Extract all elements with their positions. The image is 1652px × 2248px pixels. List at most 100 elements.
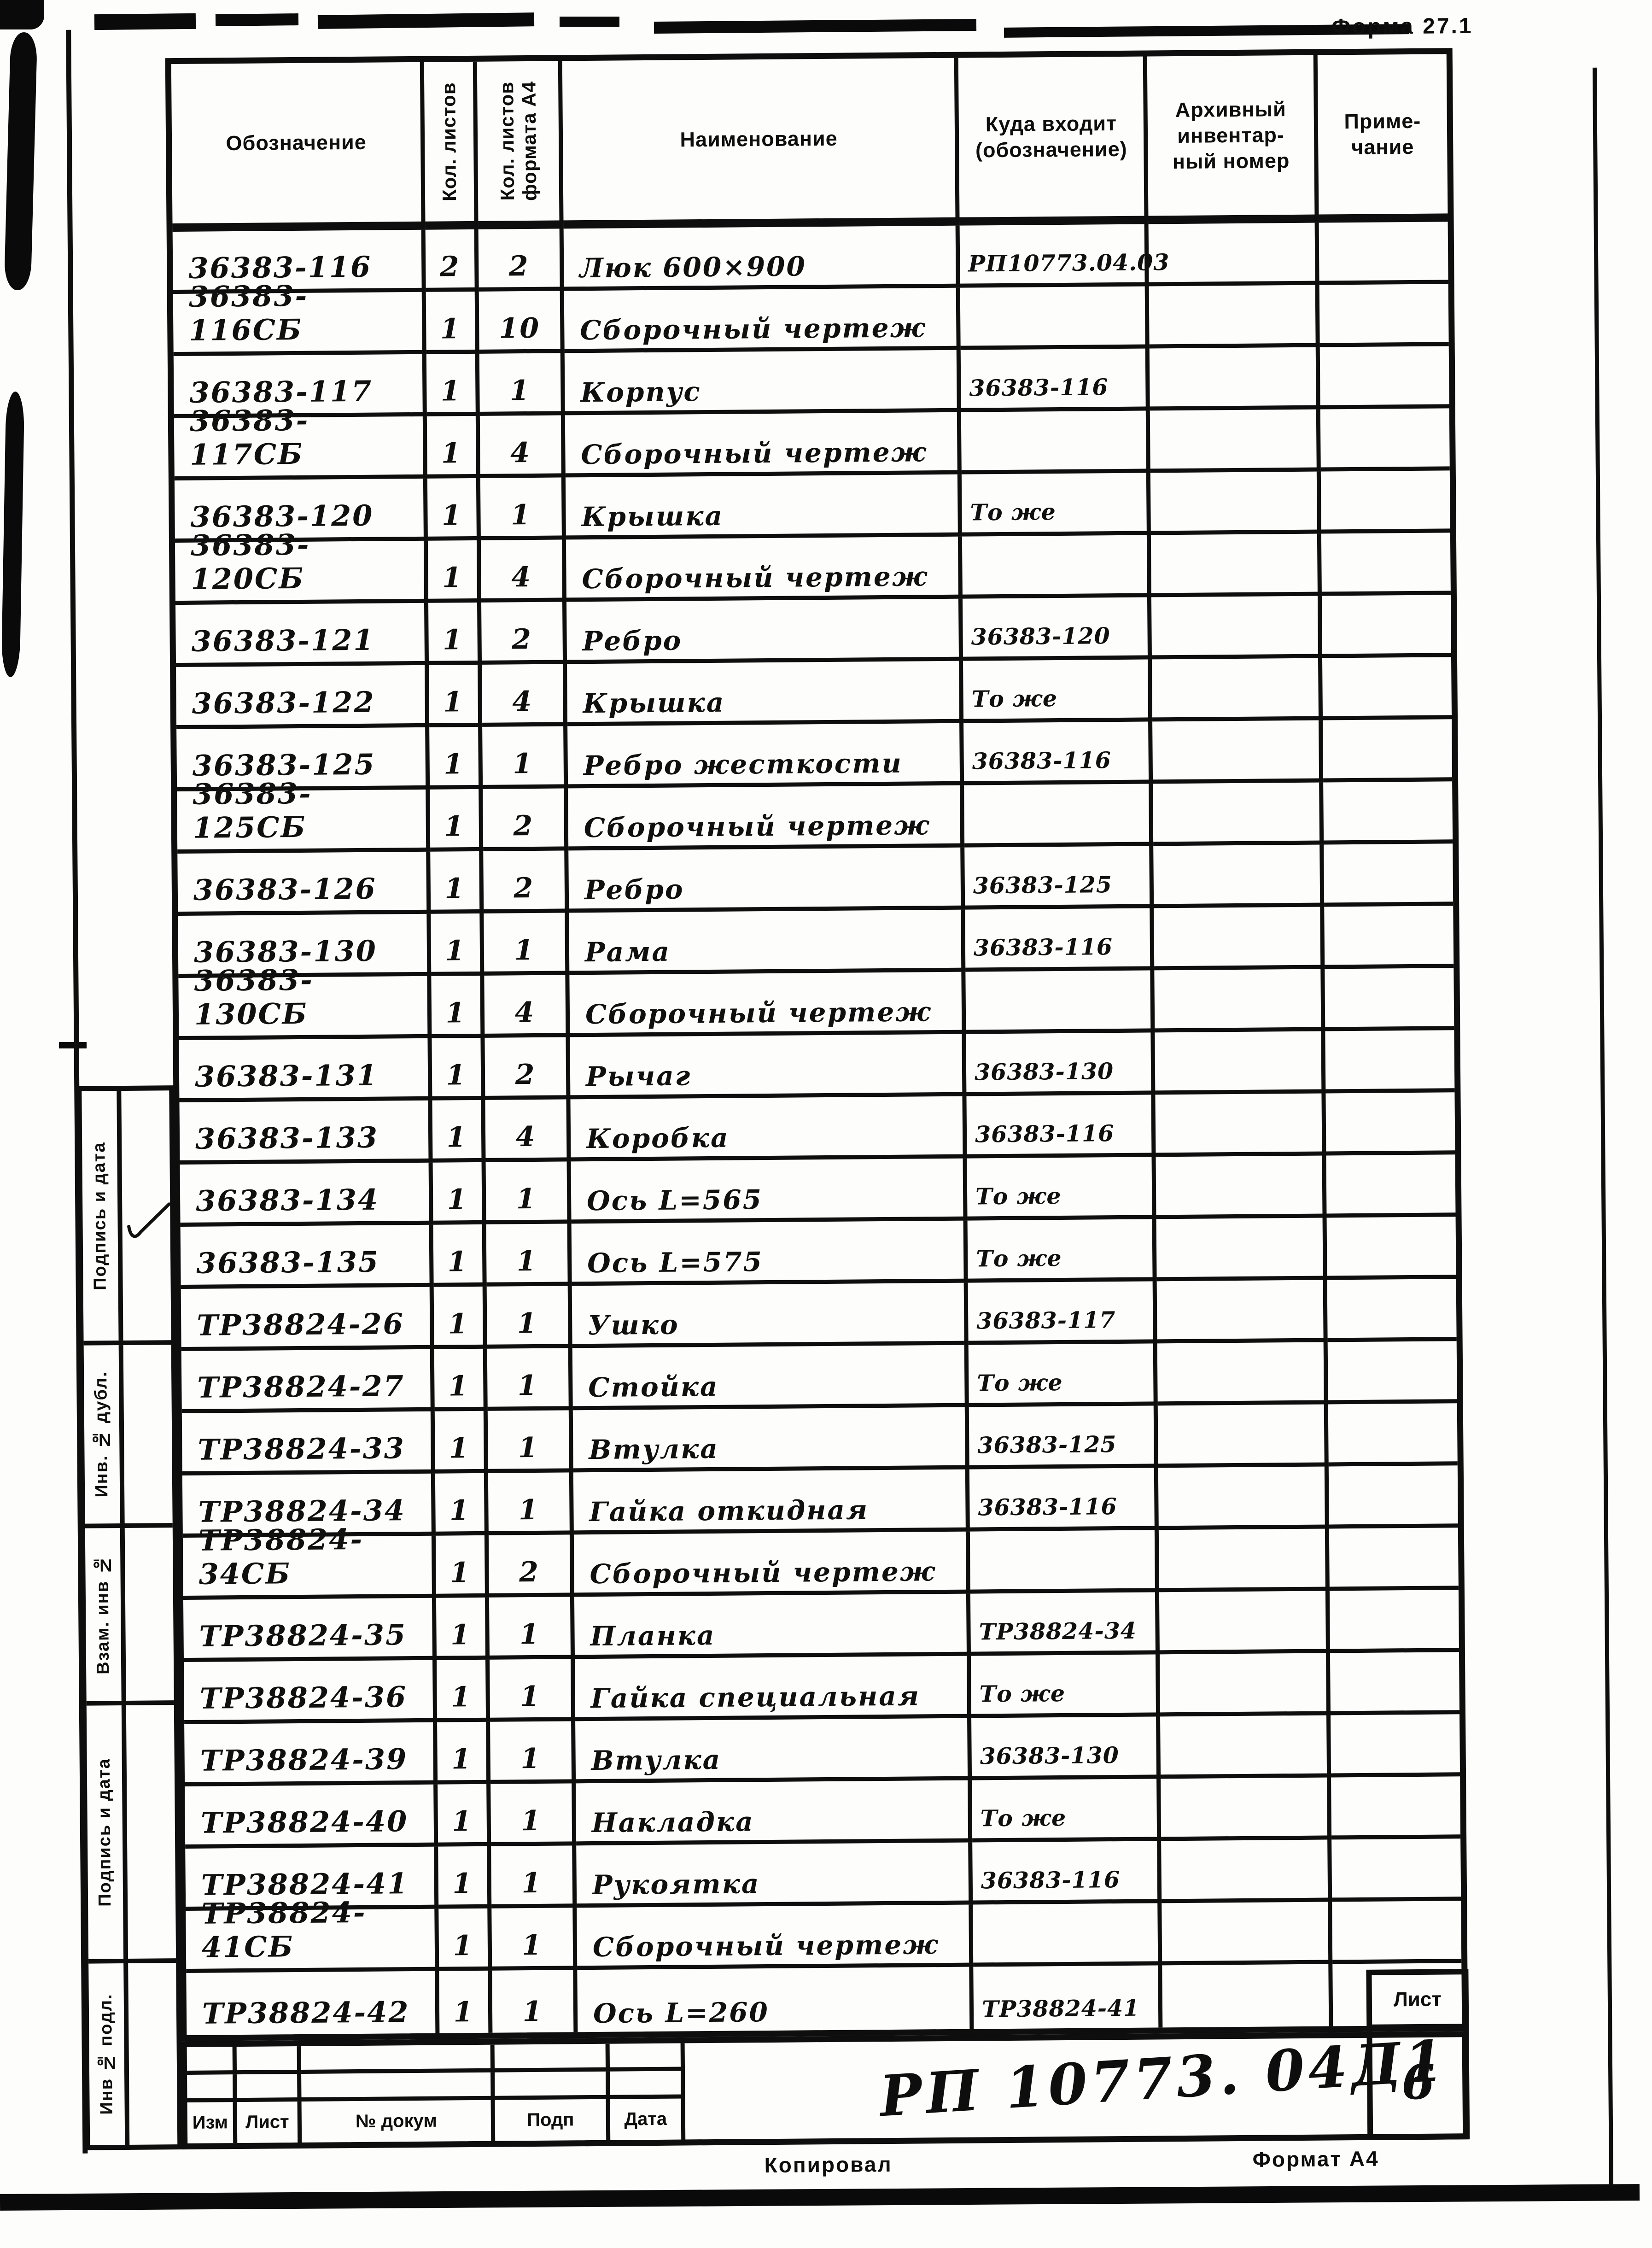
sheet-number-box: Лист 6 [1366, 1969, 1470, 2140]
cell-sheet-count-a4: 2 [481, 602, 567, 665]
cell-name: Сборочный чертеж [566, 536, 963, 602]
cell-name: Ось L=260 [577, 1967, 974, 2032]
cell-sheet-count: 1 [435, 1473, 489, 1536]
label-data: Дата [610, 2098, 686, 2140]
cell-sheet-count-a4: 1 [491, 1845, 577, 1908]
cell-note [1326, 1154, 1456, 1218]
cell-where-used [965, 970, 1155, 1034]
header-where-used: Куда входит (обозначение) [958, 56, 1149, 226]
cell-where-used: 36383-116 [972, 1841, 1162, 1905]
cell-archive-number [1152, 720, 1324, 784]
sidebar-signature-cell [121, 1090, 171, 1341]
cell-name: Гайка специальная [575, 1656, 972, 1721]
gost-left-sidebar: Подпись и дата Инв. № дубл. Взам. инв № [76, 1085, 183, 2150]
sidebar-section-label: Подпись и дата [94, 1758, 115, 1907]
sidebar-section-label-cell: Инв. № дубл. [83, 1345, 125, 1524]
cell-sheet-count-a4: 1 [482, 726, 568, 789]
revision-cell [236, 2046, 302, 2075]
cell-name: Гайка откидная [573, 1469, 970, 1535]
cell-where-used: 36383-125 [969, 1405, 1158, 1469]
cell-sheet-count: 1 [429, 664, 483, 727]
scan-artifact [0, 0, 44, 29]
cell-sheet-count-a4: 4 [484, 975, 570, 1038]
cell-name: Сборочный чертеж [565, 412, 962, 478]
sidebar-section: Взам. инв № [85, 1527, 174, 1706]
revision-cell [187, 2047, 237, 2075]
cell-sheet-count: 1 [435, 1535, 489, 1598]
cell-where-used: То же [967, 1219, 1157, 1283]
cell-name: Втулка [572, 1407, 969, 1473]
cell-archive-number [1153, 782, 1324, 846]
cell-sheet-count: 1 [426, 416, 480, 479]
cell-note [1324, 843, 1454, 907]
cell-note [1325, 1092, 1455, 1156]
cell-designation: ТР38824-41СБ [186, 1896, 439, 1973]
sidebar-section-label: Инв. № дубл. [91, 1371, 112, 1498]
cell-designation: 36383-126 [177, 851, 431, 916]
label-doc-number: № докум [301, 2100, 496, 2143]
cell-name: Рычаг [570, 1034, 967, 1100]
footer-format-label: Формат А4 [1252, 2146, 1379, 2172]
cell-sheet-count: 1 [438, 1846, 492, 1909]
cell-sheet-count: 1 [426, 353, 480, 416]
cell-note [1323, 719, 1453, 783]
cell-archive-number [1156, 1280, 1328, 1344]
sidebar-signature-cell [126, 1705, 176, 1959]
cell-sheet-count: 1 [427, 540, 482, 603]
cell-note [1332, 1901, 1462, 1964]
title-block: Изм Лист № докум Подп Дата РП 10773. 04Д… [181, 2027, 1469, 2150]
cell-where-used [961, 410, 1150, 474]
revision-table: Изм Лист № докум Подп Дата [187, 2043, 686, 2143]
cell-name: Втулка [575, 1718, 972, 1784]
cell-sheet-count-a4: 2 [483, 850, 569, 913]
cell-archive-number [1162, 1902, 1333, 1966]
sheet-label: Лист [1372, 1974, 1464, 2030]
cell-sheet-count: 1 [439, 1970, 493, 2033]
cell-sheet-count: 1 [436, 1597, 490, 1660]
revision-cell [301, 2044, 495, 2074]
cell-sheet-count-a4: 2 [485, 1037, 571, 1100]
cell-sheet-count: 1 [437, 1721, 491, 1785]
cell-name: Ребро [566, 598, 963, 664]
cell-where-used: То же [961, 473, 1151, 537]
cell-where-used: ТР38824-41 [973, 1965, 1163, 2029]
cell-archive-number [1155, 1093, 1326, 1157]
label-izm: Изм [187, 2102, 238, 2143]
cell-where-used: 36383-116 [963, 721, 1153, 785]
revision-cell [237, 2074, 302, 2102]
cell-sheet-count: 1 [432, 1100, 486, 1163]
cell-archive-number [1152, 658, 1323, 722]
cell-sheet-count: 1 [437, 1659, 490, 1722]
cell-archive-number [1151, 596, 1323, 660]
sidebar-section: Подпись и дата [82, 1090, 171, 1346]
sidebar-section: Инв № подл. [88, 1963, 177, 2145]
cell-name: Накладка [576, 1780, 973, 1846]
cell-archive-number [1158, 1466, 1329, 1530]
cell-sheet-count: 1 [428, 602, 482, 665]
cell-designation: ТР38824-33 [181, 1411, 435, 1476]
cell-note [1321, 533, 1451, 596]
cell-name: Сборочный чертеж [564, 287, 961, 353]
cell-archive-number [1148, 222, 1319, 287]
cell-name: Планка [574, 1593, 971, 1659]
cell-sheet-count-a4: 10 [479, 291, 565, 354]
cell-where-used: 36383-116 [960, 348, 1150, 412]
cell-note [1328, 1465, 1458, 1529]
cell-sheet-count: 2 [425, 229, 479, 292]
cell-where-used: 36383-117 [968, 1281, 1157, 1345]
cell-archive-number [1150, 409, 1321, 473]
cell-archive-number [1157, 1404, 1329, 1468]
cell-name: Рама [569, 909, 966, 975]
cell-sheet-count-a4: 1 [485, 1161, 572, 1224]
cell-where-used [973, 1903, 1162, 1967]
cell-sheet-count-a4: 2 [483, 788, 569, 851]
cell-sheet-count-a4: 4 [480, 539, 566, 603]
cell-name: Ребро жесткости [567, 723, 964, 789]
label-podp: Подп [495, 2099, 611, 2141]
cell-sheet-count-a4: 4 [485, 1099, 571, 1162]
cell-name: Ось L=575 [571, 1220, 968, 1286]
sidebar-section-label-cell: Подпись и дата [86, 1705, 128, 1959]
cell-name: Люк 600×900 [563, 225, 960, 291]
cell-note [1321, 595, 1451, 658]
